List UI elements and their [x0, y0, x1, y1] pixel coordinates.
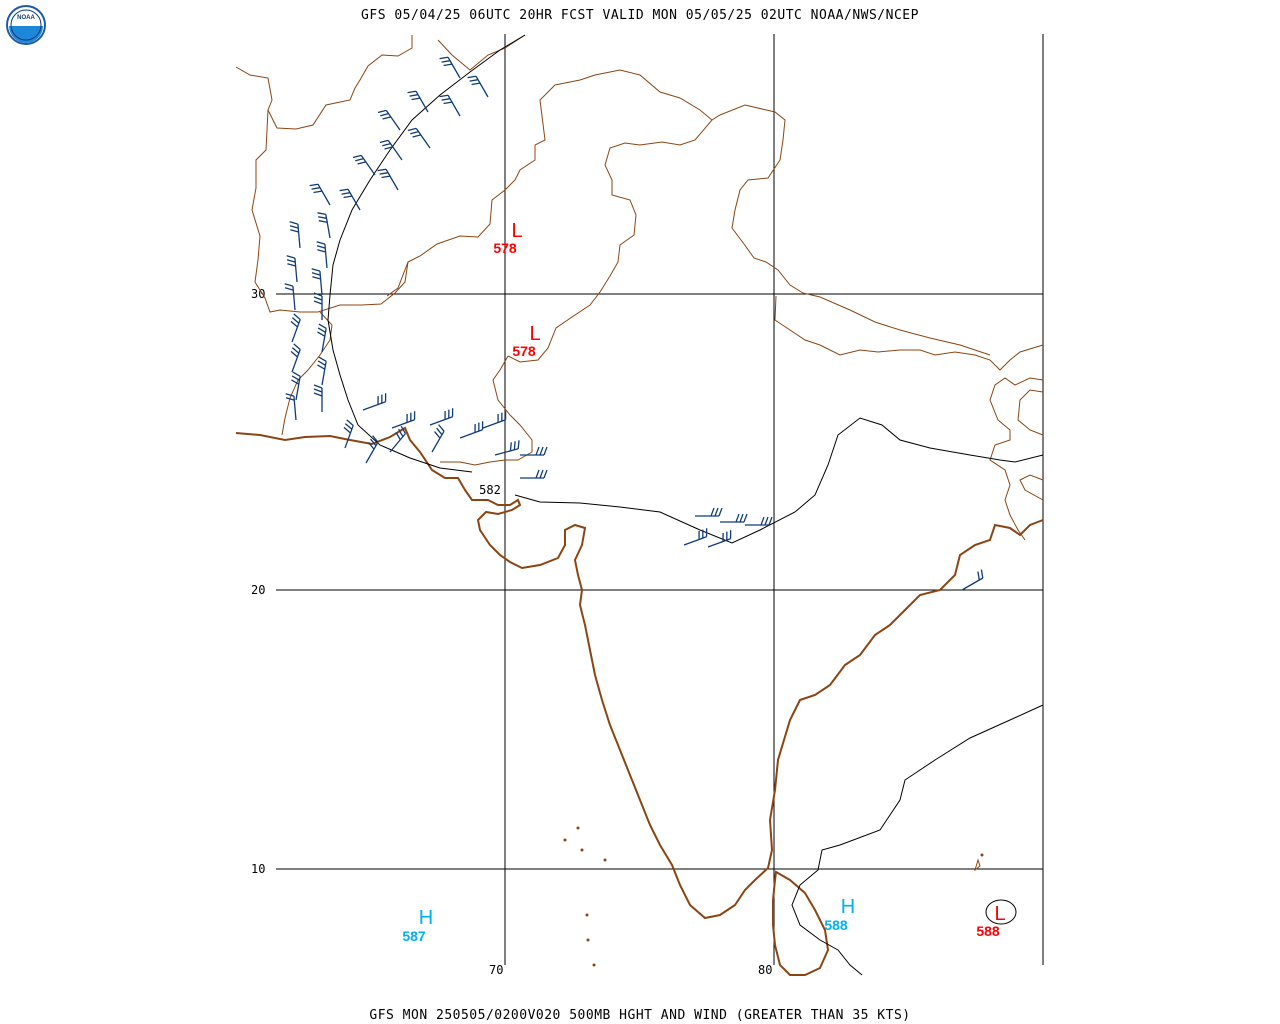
- contour-label-582: 582: [479, 483, 501, 497]
- wind-barb: [317, 356, 327, 386]
- wind-barb: [439, 56, 461, 79]
- wind-barb: [362, 393, 387, 411]
- wind-barb: [316, 241, 328, 269]
- wind-barb: [431, 424, 445, 453]
- height-contours: [327, 34, 1044, 976]
- wind-barb: [407, 127, 431, 149]
- low-value: 578: [493, 240, 517, 256]
- wind-barb: [343, 419, 354, 449]
- wind-barb: [389, 425, 406, 453]
- coastline: [235, 426, 1044, 976]
- wind-barb: [459, 421, 484, 439]
- wind-barb: [291, 371, 301, 401]
- wind-barb: [289, 221, 301, 249]
- wind-barb: [494, 440, 520, 456]
- low-value: 578: [512, 343, 536, 359]
- wind-barb: [339, 188, 361, 211]
- wind-barb: [720, 513, 748, 523]
- wind-barb: [290, 313, 301, 343]
- lat-lon-grid: [276, 34, 1044, 965]
- low-center-1: L 578: [493, 220, 522, 256]
- wind-barb: [284, 283, 296, 311]
- wind-barb: [745, 516, 773, 526]
- chart-caption: GFS MON 250505/0200V020 500MB HGHT AND W…: [369, 1008, 911, 1023]
- high-symbol: H: [841, 896, 855, 918]
- wind-barb: [391, 411, 416, 429]
- low-symbol: L: [511, 220, 522, 242]
- noaa-logo-icon: NOAA: [6, 5, 46, 45]
- wind-barbs: [284, 56, 984, 591]
- wind-barb: [311, 268, 323, 296]
- wind-barb: [429, 408, 454, 426]
- wind-barb: [683, 528, 708, 546]
- wind-barb: [352, 154, 376, 176]
- wind-barb: [377, 168, 399, 191]
- wind-barb: [407, 90, 429, 113]
- lon-label-70: 70: [489, 963, 503, 977]
- wind-barb: [290, 343, 301, 373]
- wind-barb: [482, 411, 507, 429]
- wind-barb: [365, 435, 379, 464]
- political-borders: [235, 34, 1044, 541]
- wind-barb: [379, 139, 403, 161]
- wind-barb: [313, 292, 323, 320]
- wind-barb: [961, 569, 984, 591]
- low-center-3: L 588: [976, 903, 1005, 939]
- lat-label-30: 30: [251, 287, 265, 301]
- wind-barb: [309, 183, 331, 206]
- low-symbol: L: [529, 323, 540, 345]
- lat-label-20: 20: [251, 583, 265, 597]
- high-value: 588: [824, 917, 848, 933]
- wind-barb: [695, 507, 723, 517]
- wind-barb: [707, 530, 732, 548]
- islands: [563, 826, 984, 967]
- wind-barb: [439, 94, 461, 117]
- chart-title: GFS 05/04/25 06UTC 20HR FCST VALID MON 0…: [361, 8, 919, 23]
- wind-barb: [317, 323, 327, 353]
- wind-barb: [520, 446, 548, 456]
- low-symbol: L: [994, 903, 1005, 925]
- wind-barb: [313, 384, 323, 412]
- wind-barb: [286, 255, 298, 283]
- noaa-logo-text: NOAA: [17, 15, 35, 21]
- lon-label-80: 80: [758, 963, 772, 977]
- high-value: 587: [402, 928, 426, 944]
- high-center-2: H 588: [824, 896, 855, 933]
- low-value: 588: [976, 923, 1000, 939]
- wind-barb: [467, 75, 489, 98]
- wind-barb: [520, 469, 548, 479]
- wind-barb: [285, 393, 297, 421]
- wind-barb: [317, 212, 331, 239]
- lat-label-10: 10: [251, 862, 265, 876]
- high-symbol: H: [419, 907, 433, 929]
- wind-barb: [377, 109, 401, 131]
- low-center-2: L 578: [512, 323, 540, 359]
- high-center-1: H 587: [402, 907, 433, 944]
